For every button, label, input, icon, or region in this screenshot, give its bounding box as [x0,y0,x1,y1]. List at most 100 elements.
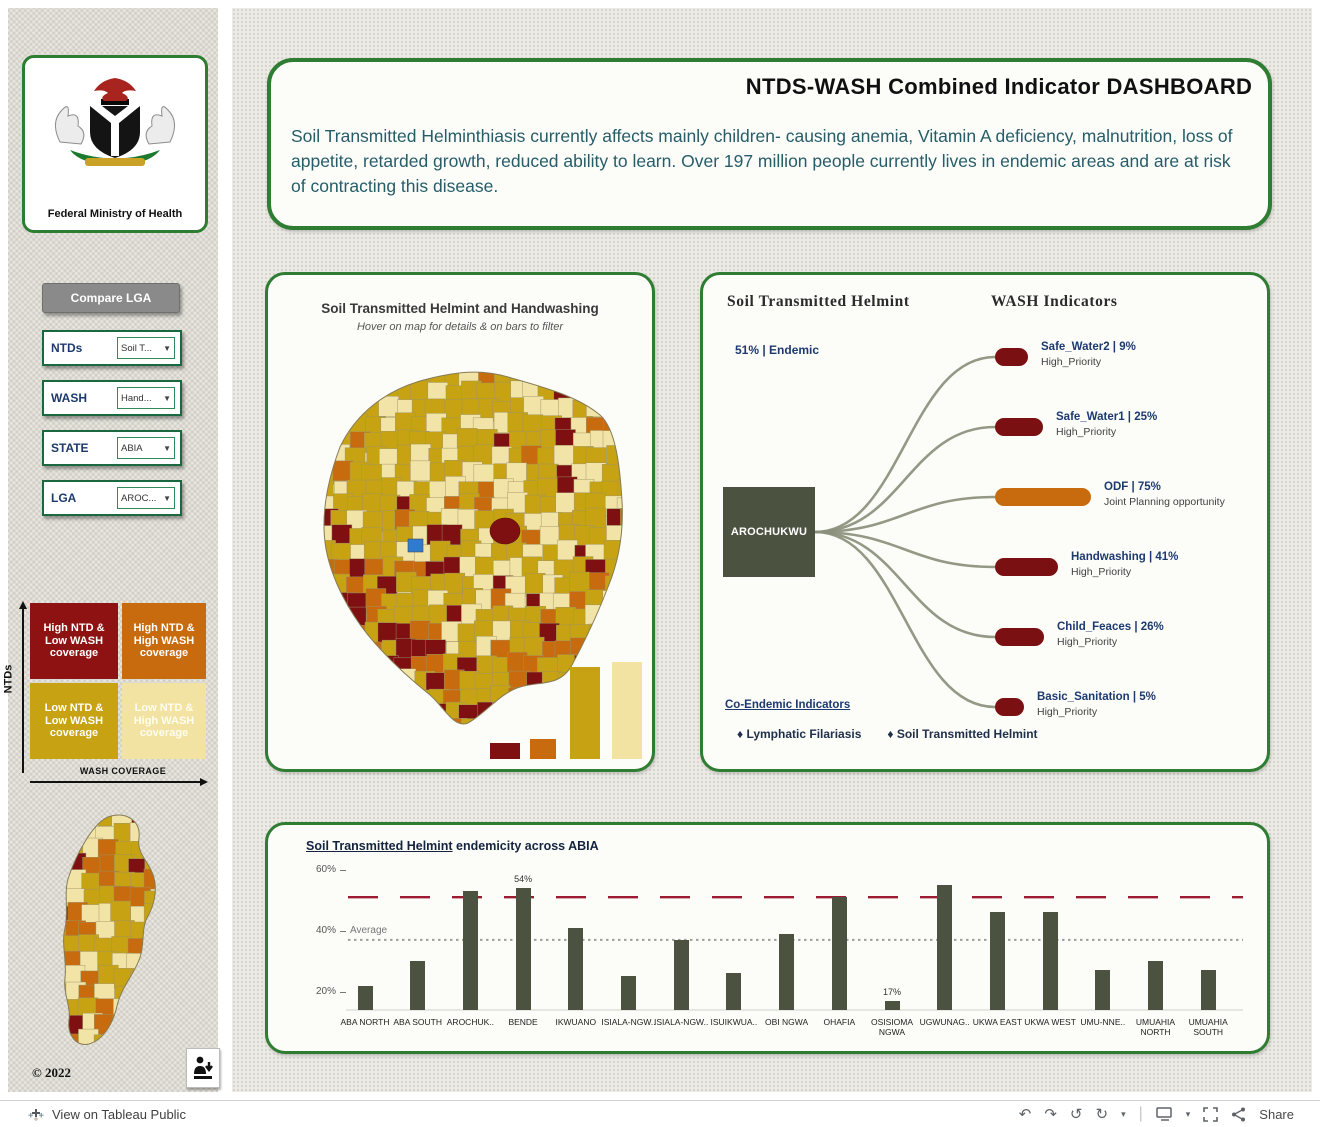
wash-node-pill[interactable] [995,348,1028,366]
share-icon[interactable] [1231,1107,1246,1122]
ntds-axis-line [22,608,24,773]
x-axis-category-label: ISUIKWUA.. [710,1017,758,1027]
download-image-button[interactable] [186,1048,220,1088]
endemicity-bar[interactable] [357,985,373,1010]
redo-icon[interactable]: ↷ [1044,1105,1057,1123]
endemicity-bar[interactable] [1200,970,1216,1010]
filter-select-state[interactable]: ABIA ▼ [117,437,175,459]
endemicity-bar[interactable] [779,933,795,1010]
wash-node-pill[interactable] [995,558,1058,576]
endemicity-bar[interactable] [1095,970,1111,1010]
x-axis-category-label: OSISIOMA NGWA [870,1017,914,1038]
legend-grid: High NTD & Low WASH coverage High NTD & H… [30,603,206,759]
header-panel: NTDS-WASH Combined Indicator DASHBOARD S… [267,58,1272,230]
filter-wash: WASH Hand... ▼ [42,380,182,416]
endemicity-panel: Soil Transmitted Helmint endemicity acro… [265,822,1270,1054]
endemic-percentage-label: 51% | Endemic [735,343,820,357]
endemicity-bar[interactable] [568,927,584,1010]
device-view-icon[interactable] [1156,1107,1173,1121]
x-axis-category-label: UKWA WEST [1024,1017,1076,1027]
filter-label: STATE [51,441,89,455]
chevron-down-icon: ▼ [163,343,171,353]
wash-node-note: Joint Planning opportunity [1104,496,1225,508]
legend-cell: Low NTD & Low WASH coverage [30,683,118,759]
x-axis-category-label: ABA NORTH [340,1017,390,1027]
x-axis-category-label: ISIALA-NGW.. [601,1017,656,1027]
sankey-left-title: Soil Transmitted Helmint [727,293,910,310]
map-filter-bar[interactable] [490,743,520,759]
map-filter-bar[interactable] [570,667,600,759]
endemicity-bar[interactable] [1042,912,1058,1010]
tableau-logo-icon [28,1109,44,1121]
wash-axis-line [30,781,202,783]
filter-value: ABIA [121,442,143,454]
fullscreen-icon[interactable] [1203,1106,1219,1122]
y-axis-tick-label: 40% [315,924,336,936]
share-label[interactable]: Share [1259,1106,1294,1122]
wash-node-pill[interactable] [995,628,1044,646]
sankey-diagram[interactable] [703,275,1267,769]
sidebar: Federal Ministry of Health Compare LGA N… [2,8,220,1092]
endemicity-bar[interactable] [831,897,847,1010]
wash-node-pill[interactable] [995,698,1024,716]
legend-cell: High NTD & High WASH coverage [122,603,206,679]
download-person-icon [194,1056,213,1079]
ntds-axis-arrow [19,601,27,609]
ministry-name: Federal Ministry of Health [47,208,183,220]
wash-node-label: ODF | 75% Joint Planning opportunity [1104,481,1225,508]
filter-select-lga[interactable]: AROC... ▼ [117,487,175,509]
toolbar-separator: | [1138,1105,1143,1122]
undo-icon[interactable]: ↶ [1018,1105,1032,1123]
wash-node-pill[interactable] [995,488,1091,506]
endemicity-bar[interactable] [726,973,742,1010]
filter-ntds: NTDs Soil T... ▼ [42,330,182,366]
co-endemic-indicators-link[interactable]: Co-Endemic Indicators [725,699,851,711]
endemicity-bar[interactable] [989,912,1005,1010]
refresh-icon[interactable]: ↻ [1095,1105,1109,1123]
map-filter-bar[interactable] [530,739,556,759]
filter-value: Soil T... [121,342,152,354]
abia-state-choropleth-map[interactable] [33,808,193,1058]
compare-lga-button[interactable]: Compare LGA [42,283,180,313]
endemicity-bar[interactable] [462,891,478,1010]
wash-node-name: ODF | 75% [1104,481,1161,493]
co-endemic-item: ♦ Soil Transmitted Helmint [887,727,1038,741]
refresh-caret-icon[interactable]: ▾ [1121,1108,1126,1119]
revert-icon[interactable]: ↺ [1069,1105,1083,1123]
lga-source-node-label[interactable]: AROCHUKWU [730,526,808,538]
filter-select-wash[interactable]: Hand... ▼ [117,387,175,409]
x-axis-category-label: OHAFIA [823,1017,856,1027]
wash-node-label: Handwashing | 41% High_Priority [1071,551,1178,578]
endemicity-bar[interactable] [1148,961,1163,1010]
endemicity-title-link[interactable]: Soil Transmitted Helmint [306,839,453,853]
wash-node-name: Safe_Water2 | 9% [1041,341,1136,353]
view-on-tableau-public-link[interactable]: View on Tableau Public [28,1106,186,1122]
endemicity-bar[interactable] [673,939,689,1010]
endemicity-bar[interactable] [621,976,636,1010]
wash-node-pill[interactable] [995,418,1043,436]
endemicity-title: Soil Transmitted Helmint endemicity acro… [306,839,599,853]
endemicity-bar[interactable] [515,888,531,1010]
map-panel: Soil Transmitted Helmint and Handwashing… [265,272,655,772]
endemicity-bar[interactable] [410,961,426,1010]
device-caret-icon[interactable]: ▾ [1185,1108,1191,1119]
wash-node-label: Safe_Water1 | 25% High_Priority [1056,411,1157,438]
x-axis-category-label: UKWA EAST [972,1017,1023,1027]
wash-node-label: Basic_Sanitation | 5% High_Priority [1037,691,1156,718]
x-axis-category-label: IKWUANO [555,1017,597,1027]
x-axis-category-label: UMUAHIA NORTH [1135,1017,1176,1038]
endemicity-bar[interactable] [884,1000,900,1010]
map-filter-bar[interactable] [612,662,642,759]
endemicity-bar[interactable] [937,884,953,1010]
dashboard-title: NTDS-WASH Combined Indicator DASHBOARD [745,74,1253,99]
chevron-down-icon: ▼ [163,393,171,403]
dashboard-description: Soil Transmitted Helminthiasis currently… [291,126,1233,196]
filter-select-ntds[interactable]: Soil T... ▼ [117,337,175,359]
ntds-axis-label: NTDs [2,664,15,694]
filter-label: WASH [51,391,87,405]
x-axis-category-label: OBI NGWA [765,1017,809,1027]
tableau-status-bar: View on Tableau Public ↶ ↷ ↺ ↻ ▾ | ▾ Sha… [0,1100,1320,1127]
toolbar-actions: ↶ ↷ ↺ ↻ ▾ | ▾ Share [1019,1105,1294,1123]
wash-node-name: Child_Feaces | 26% [1057,621,1164,633]
wash-node-note: High_Priority [1057,636,1118,648]
